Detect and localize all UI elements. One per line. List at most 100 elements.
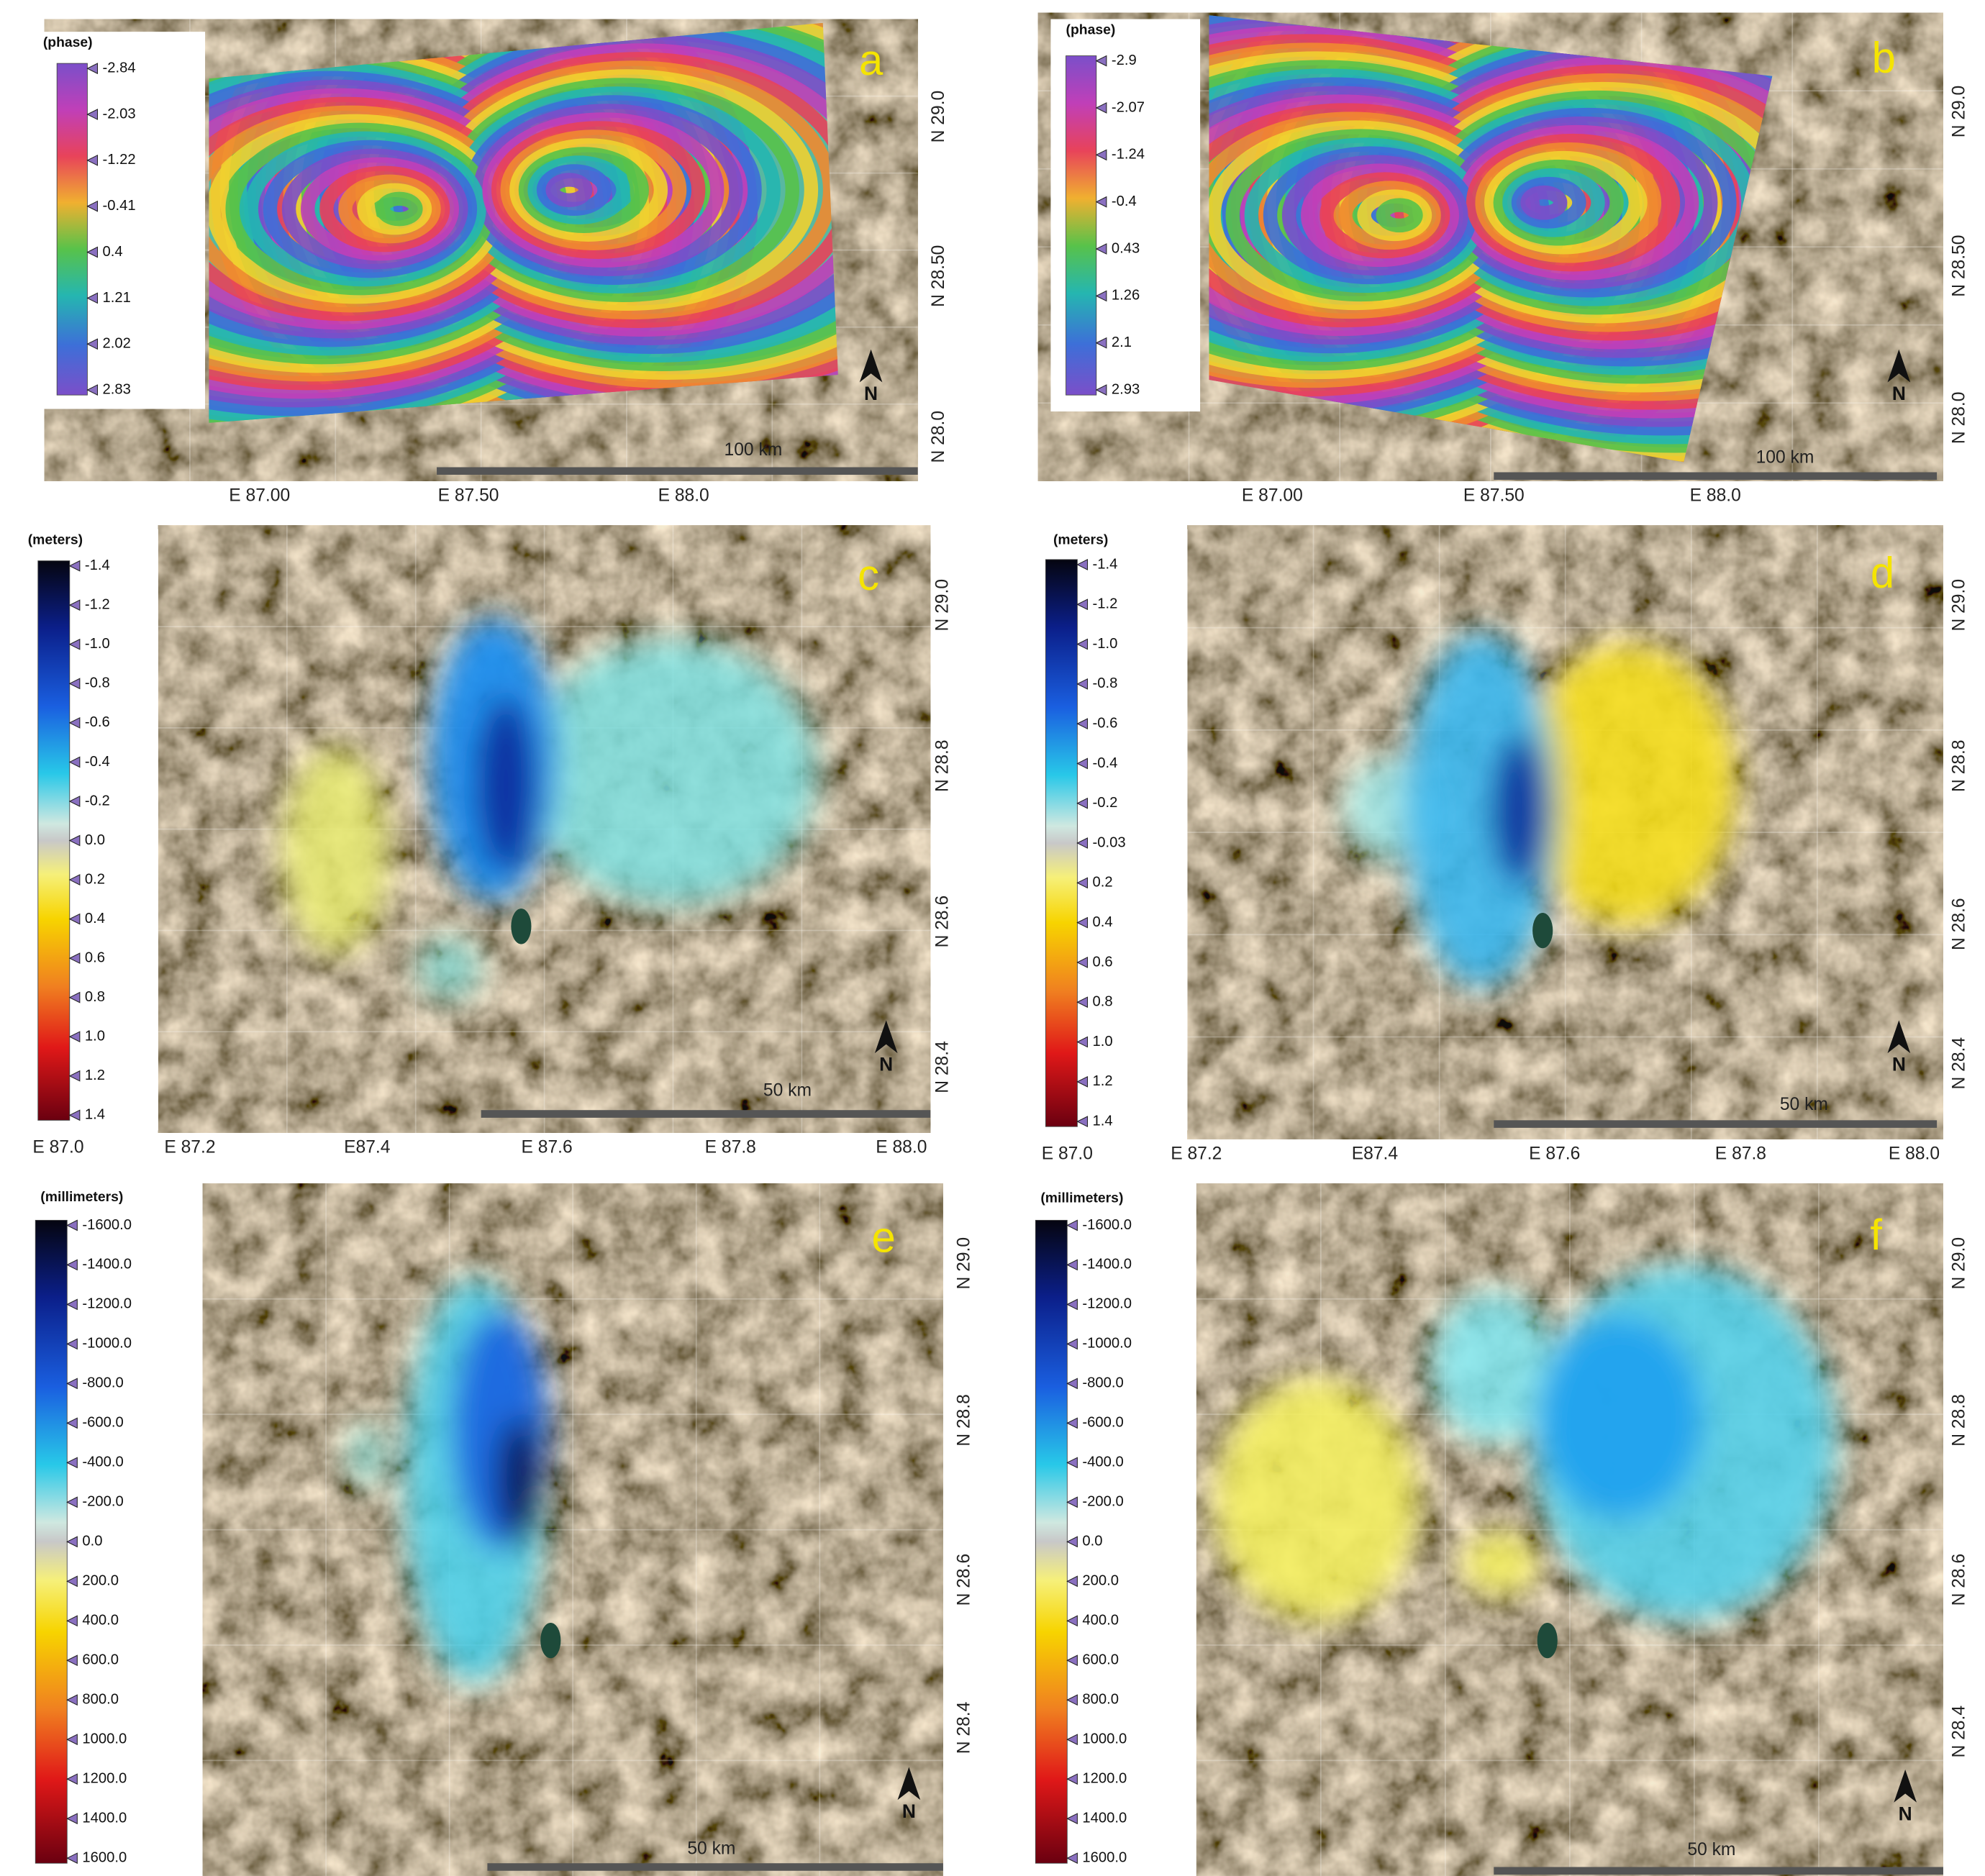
panel-letter: d [1871, 549, 1894, 597]
colorbar-tick-label: 1200.0 [82, 1771, 127, 1787]
colorbar-tick-label: 0.8 [85, 989, 105, 1005]
colorbar-unit: (meters) [1053, 532, 1108, 548]
latitude-label: N 28.4 [954, 1702, 973, 1754]
colorbar-tick-label: -1600.0 [1082, 1217, 1132, 1233]
colorbar [38, 561, 70, 1121]
deformation-lobe [1462, 1531, 1538, 1595]
north-label: N [902, 1800, 916, 1822]
deformation-lobe [496, 1418, 542, 1544]
panel: (meters)-1.4-1.2-1.0-0.8-0.6-0.4-0.20.00… [13, 525, 953, 1157]
longitude-label: E87.4 [1352, 1144, 1398, 1163]
colorbar-tick-label: -600.0 [82, 1415, 123, 1431]
scale-label: 50 km [687, 1839, 735, 1858]
colorbar-tick-label: -1.2 [85, 597, 110, 613]
colorbar-tick-label: 2.83 [103, 381, 131, 397]
colorbar-tick-label: 2.02 [103, 336, 131, 352]
colorbar-tick-label: -0.6 [85, 714, 110, 730]
colorbar-tick-label: -1.22 [103, 152, 136, 168]
longitude-label: E 87.8 [705, 1138, 756, 1157]
panel-letter: b [1872, 33, 1896, 81]
colorbar-tick-label: -1200.0 [82, 1296, 132, 1312]
latitude-label: N 28.0 [1949, 392, 1968, 445]
longitude-label: E 88.0 [876, 1138, 927, 1157]
colorbar-unit: (phase) [43, 35, 93, 50]
longitude-label: E 87.00 [229, 486, 290, 505]
colorbar [35, 1220, 67, 1863]
lake [511, 909, 531, 944]
deformation-lobe [418, 937, 481, 1000]
colorbar-tick-label: -1400.0 [82, 1257, 132, 1272]
colorbar-tick-label: -1.24 [1112, 147, 1145, 163]
colorbar-tick-label: 1600.0 [1082, 1850, 1127, 1866]
north-label: N [1892, 383, 1906, 404]
panel-letter: c [858, 551, 879, 599]
colorbar-tick-label: -1000.0 [1082, 1336, 1132, 1352]
colorbar-tick-label: 0.4 [1093, 914, 1113, 930]
colorbar-tick-label: -0.6 [1093, 715, 1118, 731]
longitude-label: E 87.50 [1463, 486, 1525, 505]
colorbar-tick-label: 1.2 [85, 1067, 105, 1083]
latitude-label: N 28.4 [1949, 1037, 1968, 1090]
deformation-lobe [282, 747, 389, 955]
latitude-label: N 29.0 [929, 91, 948, 143]
colorbar-tick-label: -600.0 [1082, 1415, 1123, 1431]
colorbar-tick-label: 1.0 [1093, 1034, 1113, 1049]
colorbar-tick-label: -2.03 [103, 106, 136, 122]
colorbar-tick-label: 800.0 [82, 1692, 119, 1708]
latitude-label: N 28.6 [932, 896, 952, 948]
colorbar-tick-label: 0.6 [85, 950, 105, 965]
longitude-label: E 88.0 [658, 486, 709, 505]
colorbar-tick-label: -0.8 [85, 675, 110, 691]
colorbar-tick-label: -1600.0 [82, 1217, 132, 1233]
colorbar [1066, 56, 1096, 396]
colorbar-tick-label: -200.0 [1082, 1494, 1123, 1510]
north-label: N [864, 383, 878, 404]
longitude-label: E 87.0 [32, 1138, 83, 1157]
colorbar-tick-label: -1400.0 [1082, 1257, 1132, 1272]
colorbar-tick-label: 400.0 [82, 1613, 119, 1629]
colorbar-tick-label: 1.0 [85, 1029, 105, 1044]
colorbar-tick-label: 1200.0 [1082, 1771, 1127, 1787]
colorbar-tick-label: -400.0 [1082, 1454, 1123, 1470]
scale-label: 100 km [1756, 448, 1814, 468]
colorbar-tick-label: -2.84 [103, 60, 136, 76]
colorbar [1045, 560, 1077, 1126]
north-label: N [879, 1054, 893, 1075]
colorbar-tick-label: 800.0 [1082, 1692, 1119, 1708]
colorbar [1035, 1220, 1067, 1863]
page: {"panels": [ {"letter": "a", "unit": "(p… [0, 0, 1985, 1876]
colorbar-tick-label: -1.0 [1093, 636, 1118, 652]
colorbar-tick-label: 0.4 [103, 244, 123, 260]
colorbar-tick-label: 200.0 [1082, 1573, 1119, 1589]
deformation-lobe [1215, 1380, 1418, 1620]
colorbar-tick-label: -200.0 [82, 1494, 123, 1510]
colorbar-tick-label: 0.0 [85, 832, 105, 848]
panel: (millimeters)-1600.0-1400.0-1200.0-1000.… [1025, 1183, 1968, 1875]
colorbar-tick-label: 0.0 [1082, 1534, 1102, 1549]
latitude-label: N 29.0 [932, 579, 952, 632]
colorbar-tick-label: 600.0 [82, 1652, 119, 1668]
colorbar-tick-label: -1000.0 [82, 1336, 132, 1352]
latitude-label: N 28.6 [1949, 898, 1968, 950]
lake [540, 1623, 560, 1658]
latitude-label: N 28.6 [954, 1554, 973, 1606]
panel-letter: f [1870, 1211, 1882, 1259]
colorbar-tick-label: 1400.0 [82, 1811, 127, 1826]
colorbar-tick-label: -2.9 [1112, 53, 1137, 68]
colorbar-tick-label: 0.8 [1093, 994, 1113, 1010]
latitude-label: N 28.50 [929, 245, 948, 307]
latitude-label: N 28.4 [1949, 1706, 1968, 1758]
colorbar-tick-label: -0.4 [85, 754, 110, 770]
colorbar-tick-label: 1400.0 [1082, 1811, 1127, 1826]
longitude-label: E 87.6 [522, 1138, 573, 1157]
colorbar-tick-label: 1600.0 [82, 1850, 127, 1866]
panel: (meters)-1.4-1.2-1.0-0.8-0.6-0.4-0.2-0.0… [1038, 525, 1968, 1163]
longitude-label: E 88.0 [1690, 486, 1741, 505]
colorbar-tick-label: 1.2 [1093, 1073, 1113, 1089]
colorbar-tick-label: 600.0 [1082, 1652, 1119, 1668]
colorbar [57, 63, 87, 395]
colorbar-tick-label: -0.4 [1093, 755, 1118, 771]
panel-letter: a [859, 36, 884, 84]
scale-label: 50 km [1780, 1095, 1828, 1114]
colorbar-tick-label: 0.4 [85, 911, 105, 926]
